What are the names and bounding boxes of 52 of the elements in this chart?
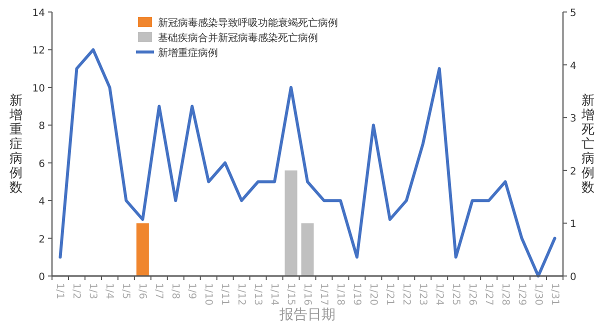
x-axis-title: 报告日期 (278, 307, 336, 323)
x-tick-label: 1/9 (186, 283, 198, 300)
x-tick-label: 1/19 (350, 283, 362, 306)
y-tick-label: 4 (38, 196, 45, 208)
x-tick-label: 1/12 (236, 283, 247, 306)
y2-tick-label: 5 (570, 8, 576, 19)
y2-tick-label: 4 (570, 60, 576, 72)
x-tick-label: 1/28 (499, 283, 510, 306)
y-tick-label: 10 (32, 83, 45, 94)
x-tick-label: 1/20 (367, 283, 378, 306)
x-tick-label: 1/7 (153, 283, 164, 300)
x-tick-label: 1/17 (318, 283, 329, 306)
y2-tick-label: 0 (570, 272, 576, 283)
line-series (58, 48, 556, 278)
x-tick-label: 1/21 (384, 283, 395, 306)
x-tick-label: 1/2 (70, 283, 82, 300)
x-tick-label: 1/5 (120, 283, 132, 300)
y-tick-label: 0 (38, 272, 45, 283)
x-tick-label: 1/29 (516, 283, 527, 306)
x-tick-label: 1/24 (433, 283, 444, 306)
y-tick-label: 12 (32, 46, 45, 57)
x-tick-label: 1/6 (136, 283, 148, 300)
x-tick-label: 1/25 (450, 283, 461, 306)
x-tick-label: 1/23 (416, 283, 428, 306)
x-tick-label: 1/14 (268, 283, 280, 306)
y-tick-label: 6 (38, 158, 45, 170)
y-tick-label: 8 (38, 121, 45, 132)
x-tick-label: 1/15 (285, 283, 296, 306)
x-tick-label: 1/27 (482, 283, 494, 306)
y-tick-label: 14 (32, 8, 45, 19)
y2-tick-label: 3 (570, 114, 576, 125)
y2-tick-label: 1 (570, 219, 576, 230)
x-tick-label: 1/4 (104, 283, 115, 300)
legend-label: 新冠病毒感染导致呼吸功能衰竭死亡病例 (158, 17, 338, 29)
x-tick-label: 1/1 (54, 283, 66, 300)
x-tick-label: 1/11 (219, 283, 230, 306)
y-tick-label: 2 (38, 234, 45, 246)
x-tick-label: 1/3 (87, 283, 98, 300)
x-tick-label: 1/13 (252, 283, 264, 306)
y2-tick-label: 2 (570, 166, 576, 178)
legend-label: 新增重症病例 (158, 47, 218, 59)
x-tick-label: 1/16 (302, 283, 312, 306)
legend-label: 基础疾病合并新冠病毒感染死亡病例 (158, 32, 318, 44)
x-tick-label: 1/8 (170, 283, 181, 300)
x-tick-label: 1/18 (334, 283, 346, 306)
x-tick-label: 1/31 (548, 283, 560, 306)
x-tick-label: 1/10 (202, 283, 214, 306)
y2-axis-title: 新增死亡病例数 (580, 94, 594, 196)
y-axis-title: 新增重症病例数 (8, 94, 22, 196)
x-tick-label: 1/22 (400, 283, 412, 306)
x-tick-label: 1/30 (532, 283, 544, 306)
x-tick-label: 1/26 (466, 283, 478, 306)
